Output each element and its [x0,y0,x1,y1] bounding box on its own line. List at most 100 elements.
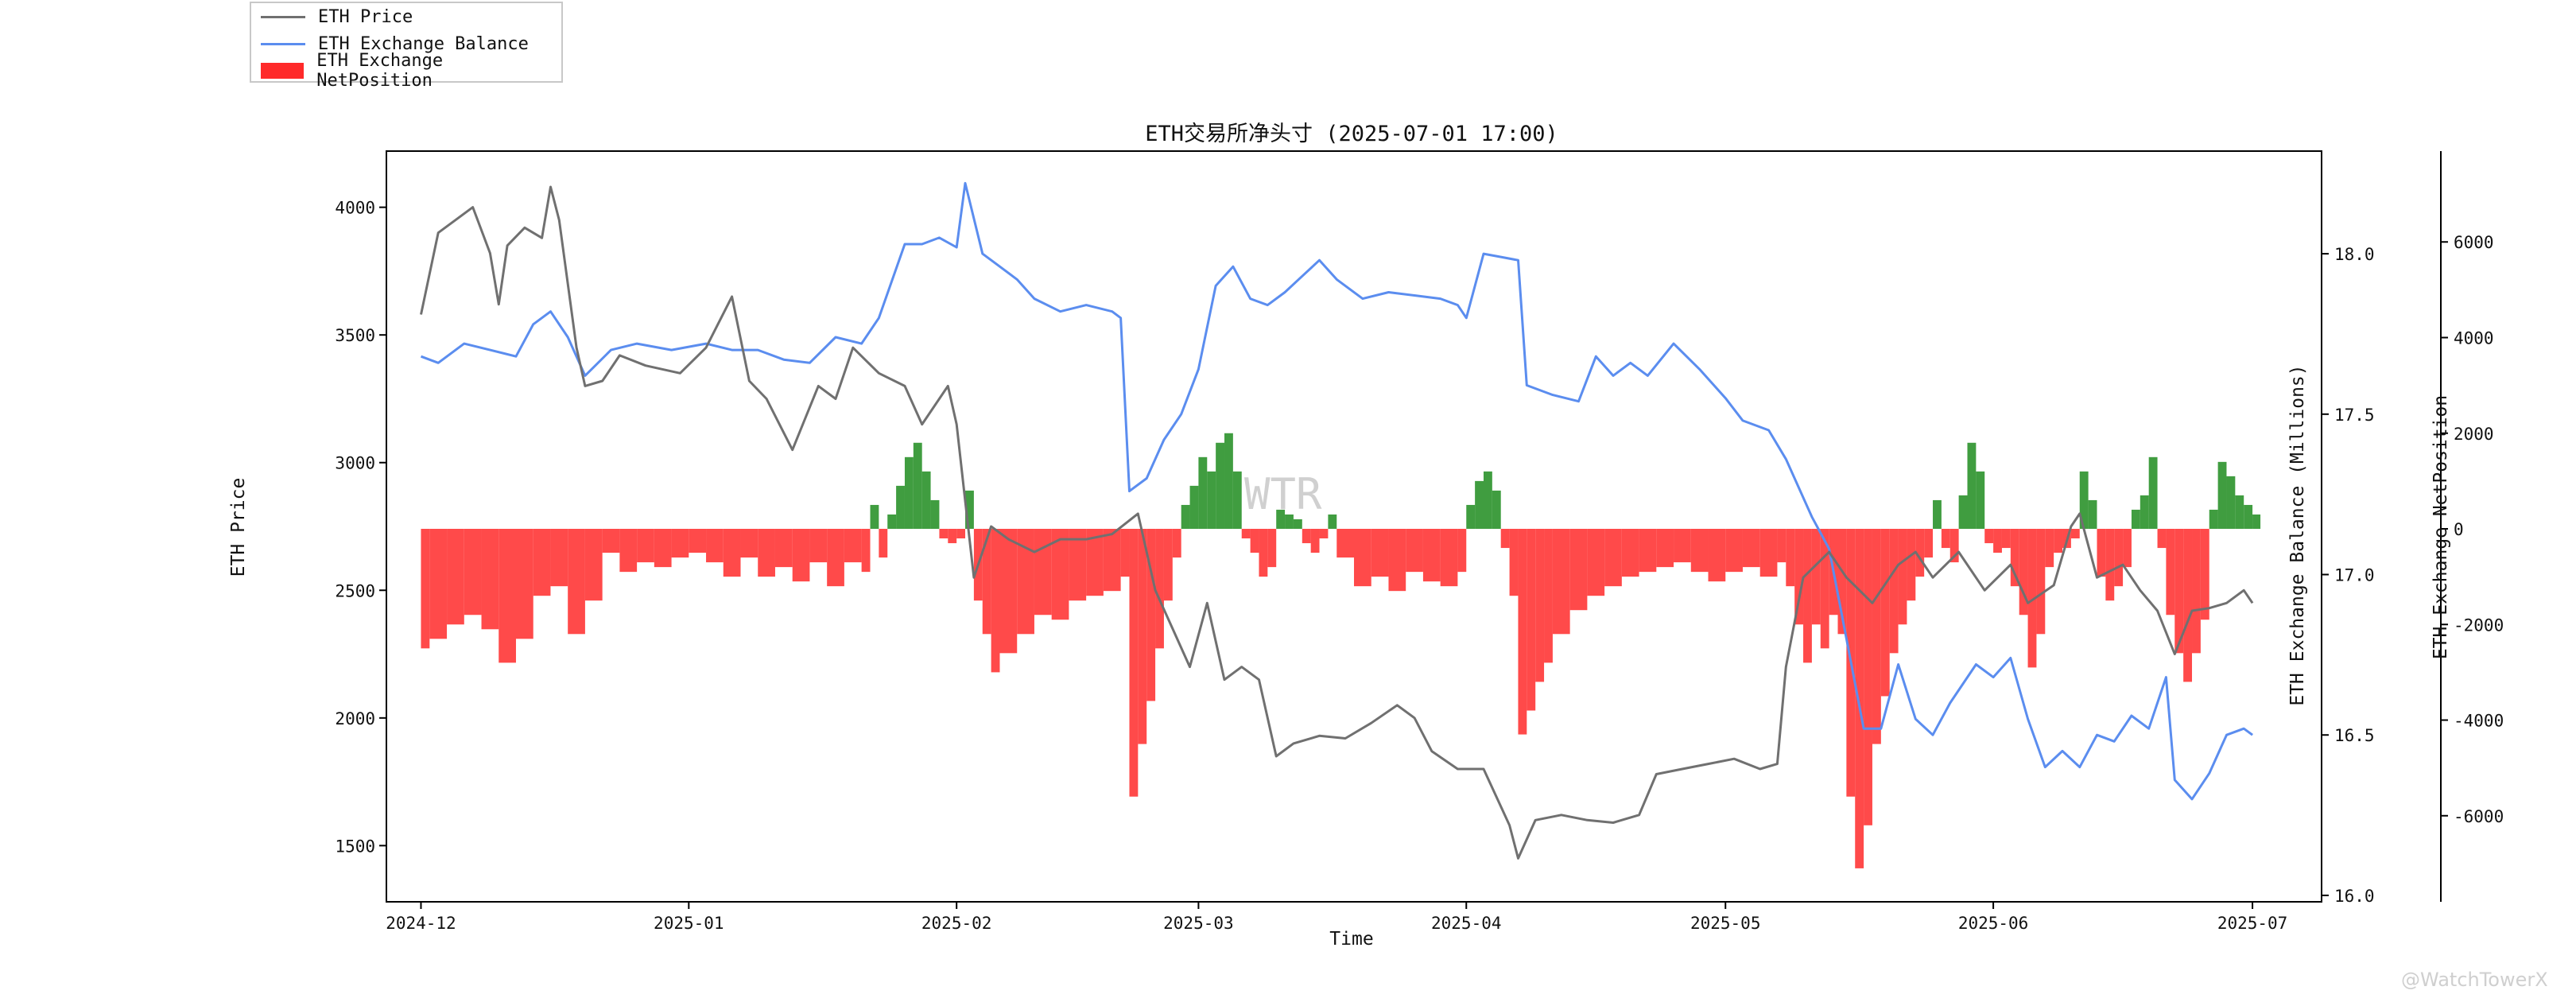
netposition-bar [1181,504,1190,530]
netposition-bar [1639,529,1657,573]
netposition-bar [1569,529,1588,611]
netposition-bar [1518,529,1527,735]
netposition-bar [1993,529,2002,553]
netposition-bar [1674,529,1691,563]
netposition-bar [1794,529,1804,625]
netposition-bar [1388,529,1406,592]
netposition-bar [1967,442,1977,530]
netposition-bar [1803,529,1812,663]
netposition-bar [1017,529,1034,635]
netposition-bar [2105,529,2115,601]
netposition-bar [1544,529,1553,663]
legend-item-balance: ETH Exchange Balance [261,32,529,56]
netposition-bar [861,529,871,573]
x-tick-label: 2025-02 [921,914,992,933]
netposition-bar [870,504,879,530]
netposition-bar [464,529,482,616]
netposition-bar [1276,509,1286,530]
netposition-bar [1129,529,1139,797]
y-right-balance-tick-label: 17.5 [2334,406,2375,425]
netposition-bar [1604,529,1622,587]
netposition-bar [1976,471,1985,530]
netposition-bar [930,499,940,530]
netposition-bar [2192,529,2201,654]
netposition-bar [904,456,914,530]
netposition-bar [1915,529,1925,577]
legend-item-price: ETH Price [261,5,413,29]
netposition-bar [1354,529,1371,587]
plot-frame [386,150,2322,903]
netposition-bar [896,485,905,530]
netposition-bar [1872,529,1881,744]
netposition-bar [2174,529,2184,654]
netposition-bar [1907,529,1916,601]
netposition-bar [2010,529,2019,587]
netposition-bar [1742,529,1760,568]
netposition-bar [1120,529,1130,577]
netposition-bar [1958,495,1968,530]
netposition-bar [1777,529,1787,563]
netposition-bar [1371,529,1389,577]
netposition-bar [1207,471,1216,530]
netposition-bar [1406,529,1423,573]
y-left-tick-label: 3000 [335,454,375,473]
netposition-bar [1864,529,1872,825]
netposition-bar [1483,471,1492,530]
netposition-bar [1889,529,1899,654]
legend-label-balance: ETH Exchange Balance [318,33,529,54]
y-right-netposition-tick-label: 2000 [2454,425,2494,444]
netposition-bar [2054,529,2063,553]
y-left-tick-label: 3500 [335,326,375,345]
netposition-bar [1552,529,1570,635]
y-axis-label-left: ETH Price [228,477,249,577]
netposition-bar [1475,480,1484,530]
netposition-bar [602,529,620,553]
netposition-bar [619,529,638,573]
legend-swatch-balance [261,42,305,45]
netposition-bar [2088,499,2097,530]
netposition-bar [2019,529,2028,616]
netposition-bar [1138,529,1147,744]
netposition-bar [921,471,931,530]
y-right-netposition-tick-label: 4000 [2454,328,2494,348]
netposition-bar [2226,476,2236,530]
netposition-bar [1259,529,1268,577]
netposition-bar [809,529,828,563]
netposition-bar [429,529,448,639]
netposition-bar [1924,529,1934,558]
netposition-bar [1933,499,1942,530]
netposition-bar [1241,529,1251,539]
netposition-bar [1880,529,1890,697]
netposition-bar [1216,442,1225,530]
netposition-bar [844,529,862,563]
netposition-bar [1786,529,1795,587]
netposition-bar [2045,529,2054,568]
netposition-bar [1708,529,1726,582]
netposition-bar [999,529,1018,654]
netposition-bar [723,529,741,577]
legend-swatch-price [261,15,305,18]
netposition-bar [1440,529,1458,587]
balance-line [420,181,2253,801]
netposition-bar [1527,529,1536,711]
netposition-bar [2070,529,2080,539]
netposition-bar [637,529,654,563]
y-right-balance-tick-label: 16.5 [2334,726,2375,745]
y-left-tick-label: 2500 [335,581,375,600]
netposition-bar [447,529,464,625]
netposition-bar [533,529,551,596]
y-right-balance-tick-label: 18.0 [2334,245,2375,264]
netposition-bar [2157,529,2167,549]
y-right-netposition-tick-label: 6000 [2454,233,2494,252]
netposition-bar [1310,529,1320,553]
netposition-bar [1587,529,1605,596]
netposition-bar [1302,529,1311,544]
netposition-bar [2166,529,2175,616]
x-tick-label: 2025-07 [2217,914,2288,933]
netposition-bar [1051,529,1069,620]
x-tick-label: 2025-04 [1431,914,1502,933]
netposition-bar [1103,529,1121,592]
y-right-netposition-tick-label: -4000 [2454,712,2504,731]
x-tick-label: 2025-05 [1690,914,1761,933]
credit-text: @WatchTowerX [2401,969,2548,991]
